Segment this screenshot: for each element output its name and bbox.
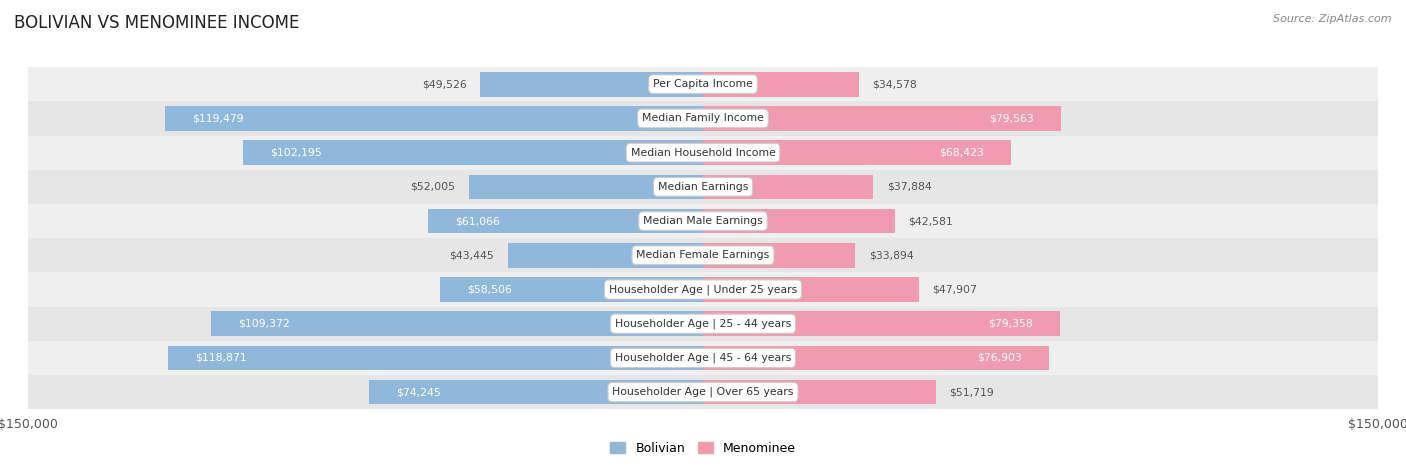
Bar [211,311,703,336]
Text: $43,445: $43,445 [450,250,494,260]
Bar [28,307,1378,341]
Text: $51,719: $51,719 [949,387,994,397]
Bar [28,375,1378,409]
Text: Median Household Income: Median Household Income [630,148,776,158]
Text: $49,526: $49,526 [422,79,467,89]
Bar [28,170,1378,204]
Bar [703,243,855,268]
Text: Median Earnings: Median Earnings [658,182,748,192]
Text: $118,871: $118,871 [195,353,247,363]
Text: $47,907: $47,907 [932,284,977,295]
Text: Median Male Earnings: Median Male Earnings [643,216,763,226]
Text: Householder Age | Under 25 years: Householder Age | Under 25 years [609,284,797,295]
Text: $61,066: $61,066 [456,216,501,226]
Text: $74,245: $74,245 [396,387,440,397]
Text: Householder Age | 45 - 64 years: Householder Age | 45 - 64 years [614,353,792,363]
Text: Householder Age | Over 65 years: Householder Age | Over 65 years [612,387,794,397]
Text: BOLIVIAN VS MENOMINEE INCOME: BOLIVIAN VS MENOMINEE INCOME [14,14,299,32]
Bar [169,346,703,370]
Text: Median Family Income: Median Family Income [643,113,763,123]
Text: $79,358: $79,358 [988,318,1033,329]
Bar [28,204,1378,238]
Bar [166,106,703,131]
Bar [703,209,894,234]
Bar [703,380,936,404]
Bar [440,277,703,302]
Text: $33,894: $33,894 [869,250,914,260]
Bar [470,175,703,199]
Bar [368,380,703,404]
Bar [703,277,918,302]
Bar [508,243,703,268]
Bar [703,106,1062,131]
Bar [703,175,873,199]
Text: $34,578: $34,578 [872,79,917,89]
Bar [429,209,703,234]
Text: $37,884: $37,884 [887,182,932,192]
Text: $76,903: $76,903 [977,353,1022,363]
Text: $102,195: $102,195 [270,148,322,158]
Text: $109,372: $109,372 [238,318,290,329]
Text: $42,581: $42,581 [908,216,953,226]
Text: Householder Age | 25 - 44 years: Householder Age | 25 - 44 years [614,318,792,329]
Bar [703,311,1060,336]
Bar [243,140,703,165]
Text: Source: ZipAtlas.com: Source: ZipAtlas.com [1274,14,1392,24]
Legend: Bolivian, Menominee: Bolivian, Menominee [606,437,800,460]
Text: $58,506: $58,506 [467,284,512,295]
Bar [703,140,1011,165]
Bar [28,101,1378,135]
Bar [28,341,1378,375]
Text: Median Female Earnings: Median Female Earnings [637,250,769,260]
Text: $79,563: $79,563 [990,113,1033,123]
Bar [28,272,1378,307]
Text: $52,005: $52,005 [411,182,456,192]
Text: Per Capita Income: Per Capita Income [652,79,754,89]
Bar [703,346,1049,370]
Text: $68,423: $68,423 [939,148,984,158]
Bar [703,72,859,97]
Bar [481,72,703,97]
Bar [28,238,1378,272]
Bar [28,135,1378,170]
Bar [28,67,1378,101]
Text: $119,479: $119,479 [193,113,245,123]
